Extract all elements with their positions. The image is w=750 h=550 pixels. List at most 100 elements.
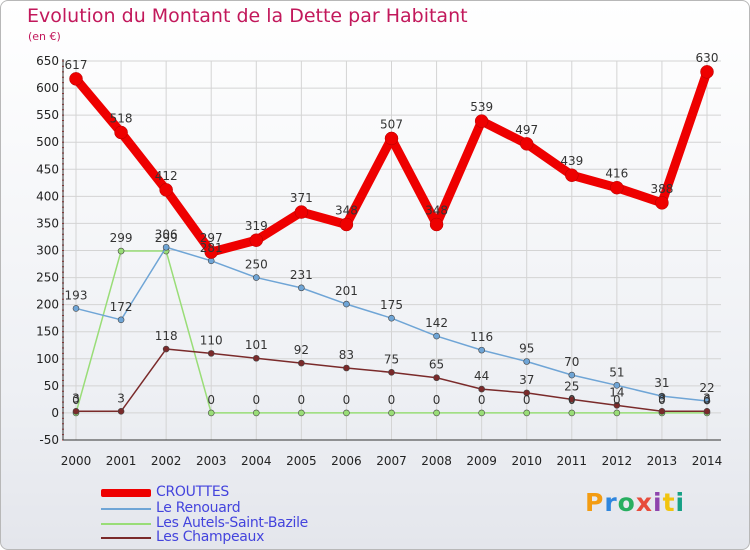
data-label-0: 630 — [696, 51, 719, 65]
data-point-0 — [700, 65, 714, 79]
y-tick-label: 50 — [44, 379, 59, 393]
data-point-0 — [249, 233, 264, 247]
data-point-0 — [429, 217, 444, 232]
data-point-3 — [568, 396, 576, 403]
data-point-2 — [343, 409, 350, 417]
data-point-3 — [252, 354, 260, 362]
data-point-3 — [162, 345, 170, 353]
x-tick-label: 2004 — [241, 454, 272, 468]
y-tick-label: 300 — [36, 244, 59, 258]
data-point-2 — [117, 247, 125, 255]
data-label-2: 299 — [110, 231, 133, 245]
x-tick-label: 2012 — [602, 454, 633, 468]
x-tick-label: 2007 — [376, 454, 407, 468]
data-label-2: 0 — [613, 393, 621, 407]
data-label-3: 65 — [429, 358, 444, 372]
data-point-3 — [613, 402, 621, 409]
data-label-2: 0 — [298, 393, 306, 407]
x-tick-label: 2000 — [61, 454, 92, 468]
legend-swatch-le-renouard — [101, 508, 151, 510]
y-tick-label: 450 — [36, 162, 59, 176]
y-tick-label: 200 — [36, 298, 59, 312]
data-point-0 — [294, 205, 309, 219]
series-layer — [69, 65, 714, 417]
logo-letter: t — [662, 488, 676, 517]
data-label-2: 0 — [703, 393, 711, 407]
logo-letter: r — [604, 488, 618, 517]
data-label-1: 70 — [564, 355, 579, 369]
x-tick-label: 2010 — [511, 454, 542, 468]
data-label-2: 0 — [388, 393, 396, 407]
legend-label-croutes: CROUTTES — [156, 484, 229, 500]
data-point-1 — [72, 305, 80, 312]
x-tick-label: 2009 — [466, 454, 497, 468]
y-tick-label: 350 — [36, 216, 59, 230]
data-point-3 — [207, 350, 215, 357]
x-tick-label: 2013 — [647, 454, 678, 468]
x-tick-label: 2011 — [557, 454, 588, 468]
y-tick-label: 400 — [36, 189, 59, 203]
data-point-1 — [388, 314, 395, 322]
data-point-3 — [72, 408, 80, 415]
logo-letter: o — [617, 488, 636, 517]
data-label-1: 306 — [155, 227, 178, 241]
data-point-3 — [117, 408, 125, 415]
data-point-1 — [162, 243, 170, 251]
data-label-1: 175 — [380, 298, 403, 312]
chart-unit-label: (en €) — [28, 30, 61, 43]
data-point-1 — [703, 397, 711, 405]
data-label-2: 299 — [155, 231, 178, 245]
proxiti-logo: Proxiti — [585, 488, 685, 517]
data-point-1 — [343, 300, 350, 308]
x-tick-label: 2001 — [106, 454, 137, 468]
data-point-1 — [523, 358, 531, 365]
data-label-3: 3 — [658, 391, 666, 405]
x-tick-label: 2003 — [196, 454, 227, 468]
data-point-3 — [703, 408, 711, 415]
data-label-1: 250 — [245, 258, 268, 272]
data-label-0: 416 — [605, 167, 628, 181]
data-point-0 — [204, 245, 218, 259]
data-label-1: 31 — [654, 376, 669, 390]
data-label-3: 75 — [384, 352, 399, 366]
legend-swatch-les-champeaux — [101, 537, 151, 539]
data-label-1: 231 — [290, 268, 313, 282]
data-label-3: 101 — [245, 338, 268, 352]
data-label-0: 348 — [335, 204, 358, 218]
data-point-1 — [568, 371, 576, 379]
data-label-0: 412 — [155, 169, 178, 183]
data-point-0 — [474, 114, 489, 128]
data-label-3: 3 — [703, 391, 711, 405]
data-label-0: 497 — [515, 123, 538, 137]
data-label-1: 142 — [425, 316, 448, 330]
data-point-1 — [298, 284, 305, 292]
y-tick-label: 650 — [36, 54, 59, 68]
data-point-3 — [523, 389, 531, 397]
data-point-2 — [478, 409, 485, 417]
data-point-0 — [114, 125, 128, 140]
data-label-3: 37 — [519, 373, 534, 387]
data-label-1: 116 — [470, 330, 493, 344]
data-point-0 — [610, 180, 624, 195]
y-tick-label: 600 — [36, 81, 59, 95]
data-label-0: 371 — [290, 191, 313, 205]
data-point-2 — [568, 409, 576, 417]
data-label-3: 25 — [564, 379, 579, 393]
data-label-2: 0 — [252, 393, 260, 407]
data-point-3 — [478, 385, 485, 393]
y-tick-label: 0 — [51, 406, 59, 420]
data-label-1: 22 — [699, 381, 714, 395]
data-label-3: 44 — [474, 369, 489, 383]
y-tick-label: 250 — [36, 271, 59, 285]
legend-label-les-autels-saint-bazile: Les Autels-Saint-Bazile — [156, 515, 308, 531]
data-label-1: 281 — [200, 241, 223, 255]
data-label-0: 439 — [560, 154, 583, 168]
data-label-1: 95 — [519, 341, 534, 355]
data-label-2: 0 — [207, 393, 215, 407]
data-point-1 — [658, 392, 666, 400]
data-point-2 — [388, 409, 395, 417]
x-tick-label: 2005 — [286, 454, 317, 468]
data-point-0 — [565, 168, 579, 182]
logo-letter: i — [653, 488, 663, 517]
